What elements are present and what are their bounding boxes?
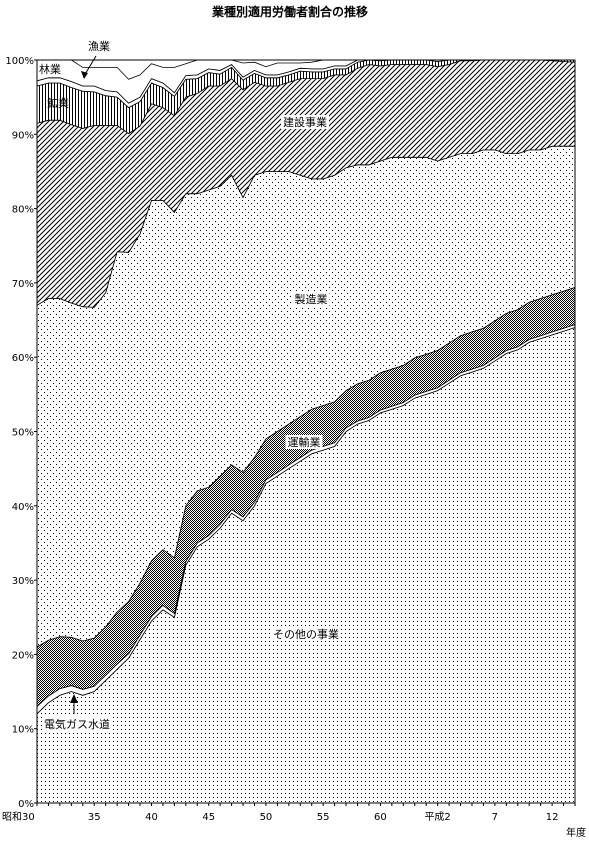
label-fishery: 漁業 xyxy=(88,39,110,53)
label-background xyxy=(281,115,329,129)
label-transport: 運輸業 xyxy=(288,435,321,449)
x-tick-label: 55 xyxy=(317,812,330,823)
x-axis-label: 年度 xyxy=(566,826,586,839)
label-background xyxy=(285,435,323,449)
x-tick-label: 7 xyxy=(492,812,498,823)
label-background xyxy=(292,292,330,306)
x-tick-label: 45 xyxy=(202,812,215,823)
arrow-utilities-head xyxy=(70,694,78,703)
x-tick-label: 35 xyxy=(88,812,101,823)
chart-title: 業種別適用労働者割合の推移 xyxy=(211,4,368,19)
y-tick-label: 60% xyxy=(12,353,34,364)
y-tick-label: 20% xyxy=(12,650,34,661)
x-tick-label: 60 xyxy=(374,812,387,823)
y-tick-label: 10% xyxy=(12,725,34,736)
x-tick-label: 12 xyxy=(546,812,559,823)
y-tick-label: 90% xyxy=(12,130,34,141)
label-construction: 建設事業 xyxy=(283,115,327,129)
label-mining: 鉱業 xyxy=(47,96,69,110)
y-tick-label: 0% xyxy=(18,799,34,810)
label-utilities: 電気ガス水道 xyxy=(44,717,110,731)
y-tick-label: 70% xyxy=(12,279,34,290)
x-tick-label: 昭和30 xyxy=(2,811,35,823)
y-tick-label: 40% xyxy=(12,502,34,513)
label-other: その他の事業 xyxy=(273,628,339,641)
y-tick-label: 80% xyxy=(12,205,34,216)
y-tick-label: 100% xyxy=(5,56,34,67)
y-tick-label: 50% xyxy=(12,428,34,439)
label-background xyxy=(271,627,341,641)
label-forestry: 林業 xyxy=(39,62,61,76)
y-tick-label: 30% xyxy=(12,576,34,587)
x-tick-label: 平成2 xyxy=(424,811,450,823)
x-tick-label: 50 xyxy=(260,812,273,823)
label-manufacturing: 製造業 xyxy=(295,292,328,306)
arrow-fishery-head xyxy=(81,71,88,79)
label-background xyxy=(42,717,112,731)
x-tick-label: 40 xyxy=(145,812,158,823)
